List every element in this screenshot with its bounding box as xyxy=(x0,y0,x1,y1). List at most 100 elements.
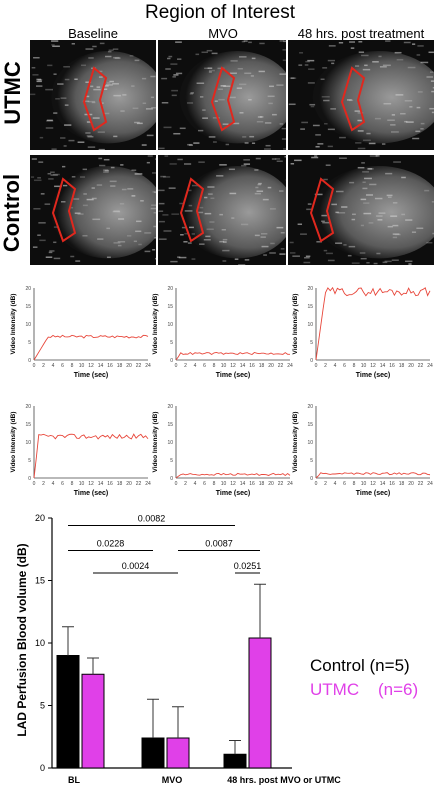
mini-xtick-label: 22 xyxy=(418,363,424,369)
mini-xtick-label: 6 xyxy=(203,481,206,487)
echo-image-control-2 xyxy=(288,155,434,265)
mini-xtick-label: 6 xyxy=(343,481,346,487)
mini-ytick-label: 5 xyxy=(170,458,173,464)
mini-xtick-label: 22 xyxy=(418,481,424,487)
y-tick-label: 10 xyxy=(35,638,45,648)
roi-outline xyxy=(179,177,205,243)
mini-xtick-label: 0 xyxy=(33,363,36,369)
mini-xtick-label: 22 xyxy=(136,363,142,369)
intensity-trace xyxy=(33,334,149,361)
mini-xtick-label: 10 xyxy=(221,363,227,369)
echo-image-control-0 xyxy=(30,155,156,265)
mini-xtick-label: 4 xyxy=(52,481,55,487)
mini-xtick-label: 14 xyxy=(240,363,246,369)
speckle-texture xyxy=(158,40,286,150)
mini-ytick-label: 20 xyxy=(167,286,173,292)
mini-xtick-label: 0 xyxy=(33,481,36,487)
mini-ytick-label: 5 xyxy=(28,340,31,346)
mini-xtick-label: 20 xyxy=(126,481,132,487)
mini-ylabel: Video Intensity (dB) xyxy=(152,294,159,355)
mini-ytick-label: 15 xyxy=(307,304,313,310)
mini-ytick-label: 10 xyxy=(167,322,173,328)
roi-outline xyxy=(51,177,77,243)
mini-ylabel: Video Intensity (dB) xyxy=(152,412,159,473)
mini-xtick-label: 20 xyxy=(408,363,414,369)
mini-ytick-label: 10 xyxy=(307,440,313,446)
bar-chart-ylabel: LAD Perfusion Blood volume (dB) xyxy=(15,543,29,736)
echo-image-utmc-2 xyxy=(288,40,434,150)
x-category-label: MVO xyxy=(162,775,183,785)
mini-xtick-label: 10 xyxy=(361,481,367,487)
column-title-mvo: MVO xyxy=(208,26,238,41)
bar-control-0 xyxy=(56,655,80,769)
mini-xtick-label: 0 xyxy=(315,481,318,487)
speckle-texture xyxy=(289,155,434,265)
y-tick-label: 15 xyxy=(35,576,45,586)
bar-control-1 xyxy=(141,737,165,769)
mini-xtick-label: 22 xyxy=(136,481,142,487)
p-value-label: 0.0082 xyxy=(138,514,166,524)
column-title-48hrs: 48 hrs. post treatment xyxy=(297,26,425,41)
intensity-trace xyxy=(33,433,149,479)
mini-xtick-label: 20 xyxy=(268,363,274,369)
mini-ytick-label: 15 xyxy=(167,304,173,310)
mini-ytick-label: 10 xyxy=(307,322,313,328)
mini-xtick-label: 0 xyxy=(175,363,178,369)
mini-xtick-label: 18 xyxy=(259,363,265,369)
mini-xtick-label: 2 xyxy=(324,481,327,487)
mini-ytick-label: 20 xyxy=(167,404,173,410)
p-value-label: 0.0228 xyxy=(97,539,125,549)
mini-xtick-label: 22 xyxy=(278,363,284,369)
mini-ytick-label: 15 xyxy=(307,422,313,428)
intensity-trace xyxy=(315,286,431,361)
mini-xtick-label: 10 xyxy=(221,481,227,487)
mini-xtick-label: 22 xyxy=(278,481,284,487)
mini-xtick-label: 10 xyxy=(79,363,85,369)
intensity-trace xyxy=(175,472,291,479)
x-category-label: 48 hrs. post MVO or UTMC xyxy=(227,775,341,785)
legend-control: Control (n=5) xyxy=(310,656,410,675)
echo-image-utmc-1 xyxy=(158,40,286,150)
mini-xtick-label: 18 xyxy=(259,481,265,487)
mini-xtick-label: 4 xyxy=(194,481,197,487)
mini-xtick-label: 6 xyxy=(343,363,346,369)
mini-xtick-label: 24 xyxy=(287,363,293,369)
figure-title: Region of Interest xyxy=(145,2,295,23)
mini-xtick-label: 20 xyxy=(408,481,414,487)
mini-xtick-label: 24 xyxy=(145,363,151,369)
mini-xtick-label: 12 xyxy=(230,481,236,487)
y-tick-label: 20 xyxy=(35,513,45,523)
mini-xtick-label: 10 xyxy=(361,363,367,369)
mini-ylabel: Video Intensity (dB) xyxy=(10,412,17,473)
speckle-texture xyxy=(30,40,156,150)
mini-xtick-label: 14 xyxy=(98,363,104,369)
mini-xtick-label: 14 xyxy=(380,363,386,369)
mini-xtick-label: 16 xyxy=(389,481,395,487)
mini-xlabel: Time (sec) xyxy=(356,372,391,379)
mini-ytick-label: 15 xyxy=(25,422,31,428)
mini-xlabel: Time (sec) xyxy=(74,490,109,497)
mini-xtick-label: 4 xyxy=(194,363,197,369)
mini-xlabel: Time (sec) xyxy=(356,490,391,497)
mini-xtick-label: 16 xyxy=(249,481,255,487)
mini-ytick-label: 0 xyxy=(310,358,313,364)
mini-xtick-label: 8 xyxy=(213,363,216,369)
mini-ytick-label: 0 xyxy=(28,476,31,482)
mini-xtick-label: 6 xyxy=(61,363,64,369)
mini-xtick-label: 12 xyxy=(88,481,94,487)
mini-xtick-label: 16 xyxy=(249,363,255,369)
mini-ytick-label: 15 xyxy=(167,422,173,428)
x-category-label: BL xyxy=(68,775,80,785)
mini-ytick-label: 0 xyxy=(170,358,173,364)
mini-xtick-label: 16 xyxy=(389,363,395,369)
mini-ytick-label: 20 xyxy=(25,286,31,292)
mini-xtick-label: 0 xyxy=(175,481,178,487)
mini-xtick-label: 24 xyxy=(427,363,433,369)
mini-xtick-label: 2 xyxy=(42,481,45,487)
intensity-plot-control-1: 0 5 10 15 20 0 2 4 6 8 10 12 14 16 18 20 22 24 Time (sec) V… xyxy=(148,398,294,510)
bar-utmc-1 xyxy=(166,737,190,769)
legend-utmc: UTMC (n=6) xyxy=(310,680,419,699)
mini-xtick-label: 8 xyxy=(353,363,356,369)
mini-xtick-label: 16 xyxy=(107,481,113,487)
mini-xtick-label: 2 xyxy=(324,363,327,369)
